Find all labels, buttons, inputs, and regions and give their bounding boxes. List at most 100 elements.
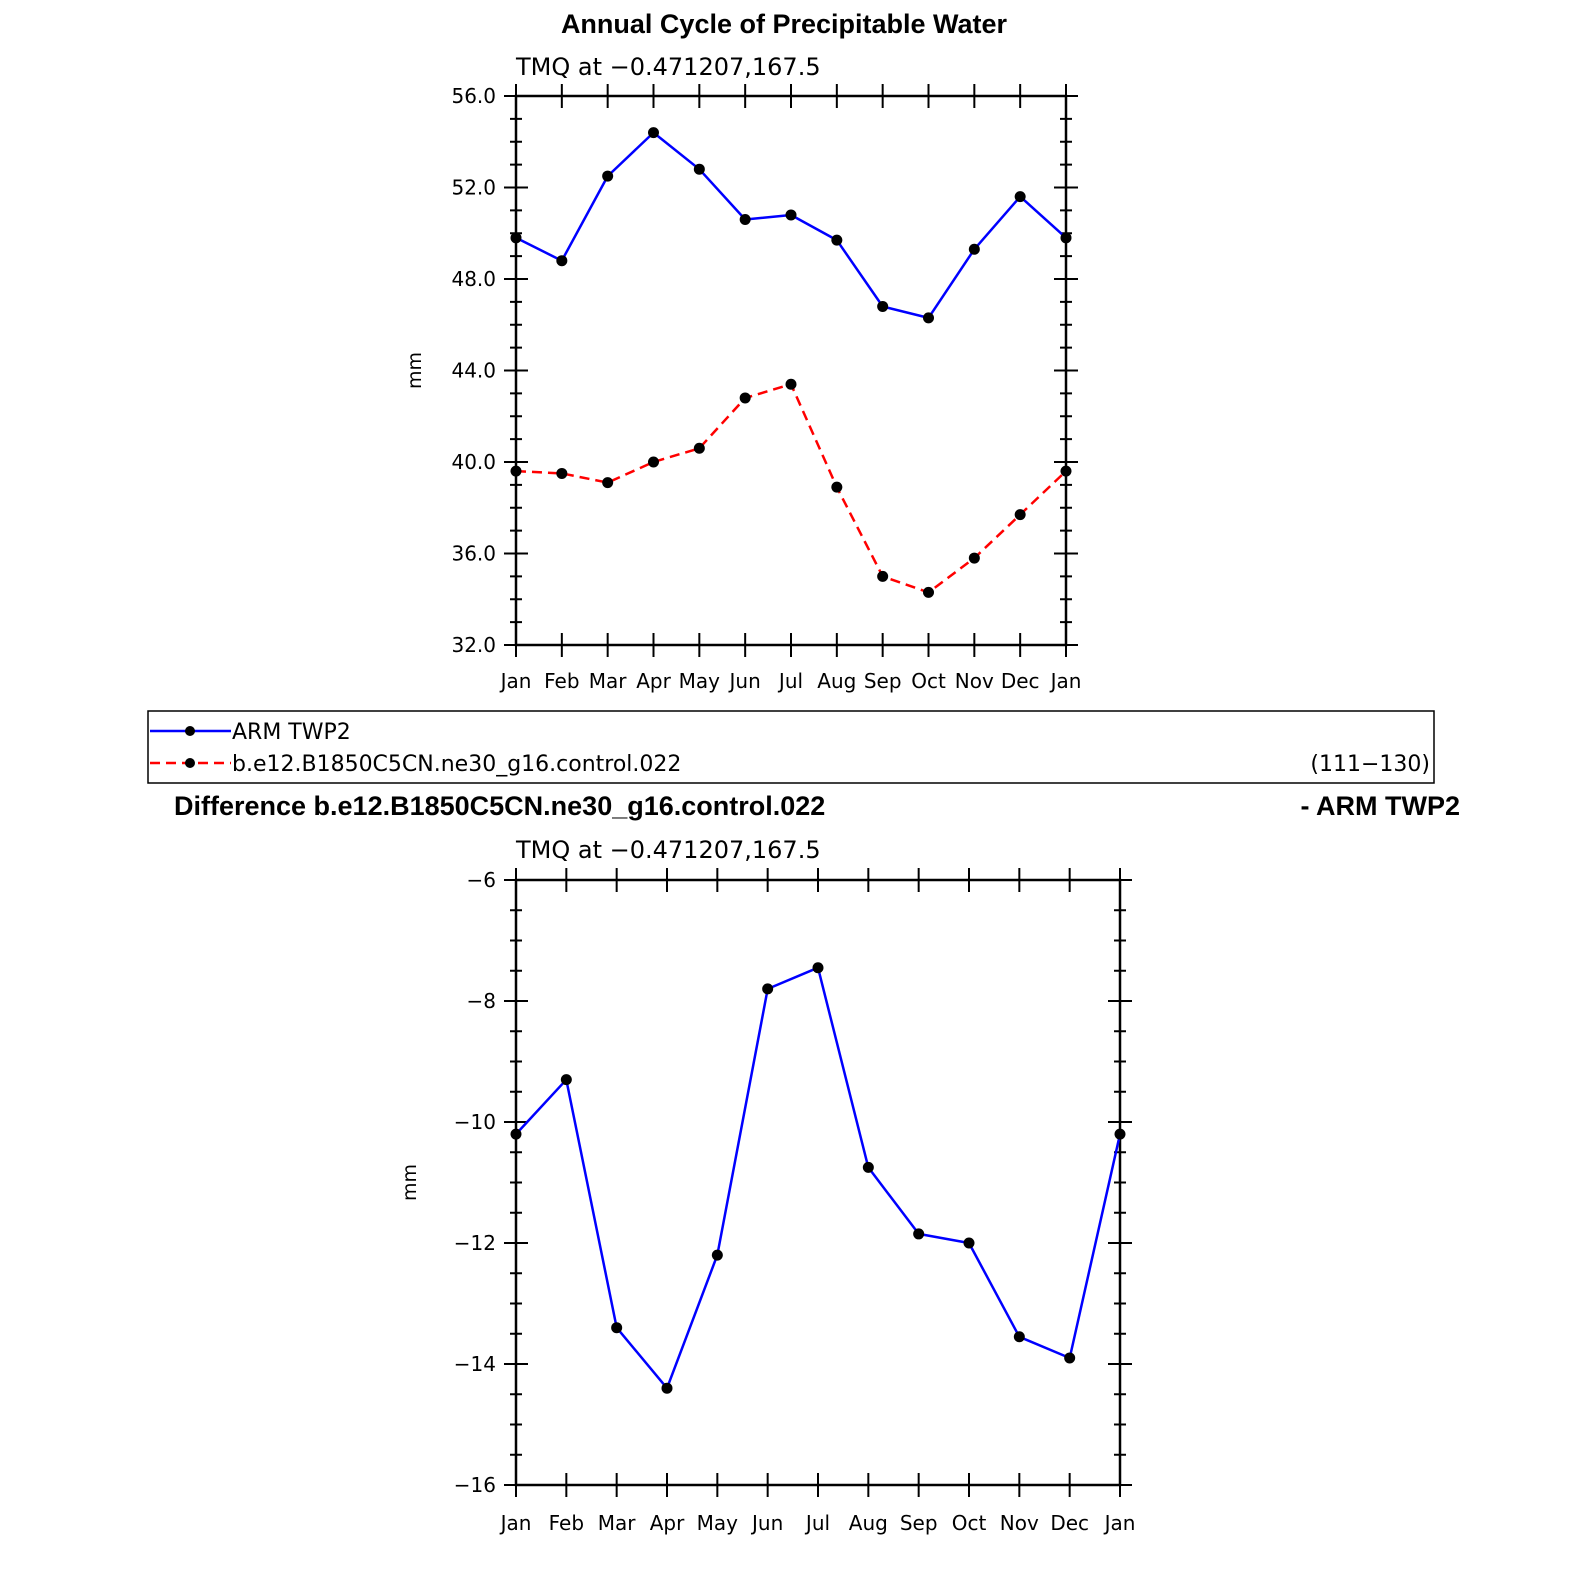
x-tick-label: Jun xyxy=(728,669,761,693)
y-tick-label: 40.0 xyxy=(451,450,496,474)
plot-subtitle: TMQ at −0.471207,167.5 xyxy=(515,836,821,864)
legend-marker-model xyxy=(185,758,195,768)
data-point xyxy=(968,552,980,564)
legend-box xyxy=(147,710,1435,784)
annual-cycle-plot: TMQ at −0.471207,167.5 32.0 36.0 40.0 44.0 48… xyxy=(404,53,1081,693)
x-tick-label: Sep xyxy=(864,669,902,693)
legend-years: (111−130) xyxy=(1310,752,1430,777)
data-point xyxy=(785,209,797,221)
data-point xyxy=(877,570,889,582)
data-point xyxy=(785,378,797,390)
series-line xyxy=(515,382,1067,594)
x-tick-label: Jan xyxy=(1103,1511,1136,1535)
y-tick-label: −6 xyxy=(467,868,496,892)
diff-title-right: - ARM TWP2 xyxy=(1301,791,1460,821)
data-point xyxy=(877,300,889,312)
x-tick-label: Jan xyxy=(499,669,532,693)
x-tick-label: Aug xyxy=(817,669,856,693)
series-1 xyxy=(510,378,1072,598)
data-point xyxy=(739,392,751,404)
data-point xyxy=(762,983,774,995)
data-point xyxy=(648,127,659,139)
y-tick-label: −8 xyxy=(467,989,496,1013)
data-point xyxy=(831,481,843,493)
data-point xyxy=(611,1322,623,1334)
data-point xyxy=(693,442,705,454)
x-tick-label: Dec xyxy=(1001,669,1040,693)
x-tick-label: Apr xyxy=(650,1511,685,1535)
data-point xyxy=(1013,1331,1025,1343)
x-tick-label: May xyxy=(697,1511,739,1535)
x-tick-label: Nov xyxy=(955,669,994,693)
data-point xyxy=(693,163,705,175)
data-point xyxy=(661,1382,673,1394)
data-point xyxy=(923,312,934,324)
y-axis-title: mm xyxy=(399,1164,421,1201)
data-point xyxy=(968,243,980,255)
plot-frame xyxy=(514,94,1068,647)
y-tick-label: −10 xyxy=(454,1110,496,1134)
x-tick-label: Jan xyxy=(1049,669,1082,693)
data-point xyxy=(812,962,824,974)
data-point xyxy=(556,255,568,267)
x-tick-label: Oct xyxy=(952,1511,987,1535)
x-tick-label: Jun xyxy=(750,1511,783,1535)
x-tick-label: May xyxy=(679,669,721,693)
axis-ticks xyxy=(504,868,1132,1497)
data-point xyxy=(831,234,843,246)
data-point xyxy=(648,456,659,468)
data-point xyxy=(560,1074,572,1086)
y-tick-label: −14 xyxy=(454,1352,496,1376)
axis-ticks xyxy=(504,84,1078,657)
x-tick-label: Feb xyxy=(549,1511,584,1535)
y-tick-label: 32.0 xyxy=(451,633,496,657)
data-point xyxy=(963,1237,975,1249)
data-point xyxy=(510,232,522,244)
legend-marker-obs xyxy=(185,726,195,736)
y-tick-label: 56.0 xyxy=(451,84,496,108)
x-tick-label: Apr xyxy=(636,669,671,693)
x-tick-label: Dec xyxy=(1050,1511,1089,1535)
y-tick-label: 52.0 xyxy=(451,176,496,200)
data-point xyxy=(1060,232,1072,244)
y-tick-label: 44.0 xyxy=(451,359,496,383)
y-axis-title: mm xyxy=(404,352,426,389)
x-tick-label: Jul xyxy=(804,1511,830,1535)
data-point xyxy=(1014,509,1026,521)
legend-label-model: b.e12.B1850C5CN.ne30_g16.control.022 xyxy=(232,752,681,777)
series-line xyxy=(515,966,1122,1390)
x-tick-label: Aug xyxy=(849,1511,888,1535)
data-point xyxy=(1014,191,1026,203)
x-tick-label: Jul xyxy=(777,669,803,693)
difference-plot: TMQ at −0.471207,167.5 −16 −14 −12 −10 −8 −6 Ja… xyxy=(399,836,1135,1535)
x-tick-label: Mar xyxy=(589,669,628,693)
plot-subtitle: TMQ at −0.471207,167.5 xyxy=(515,53,821,81)
y-tick-label: −16 xyxy=(454,1473,496,1497)
data-point xyxy=(1064,1352,1076,1364)
data-point xyxy=(923,586,934,598)
data-point xyxy=(862,1161,874,1173)
data-point xyxy=(711,1249,723,1261)
x-tick-label: Jan xyxy=(499,1511,532,1535)
diff-title-left: Difference b.e12.B1850C5CN.ne30_g16.cont… xyxy=(174,791,825,821)
x-tick-label: Feb xyxy=(544,669,579,693)
data-point xyxy=(1060,465,1072,477)
legend-entry-model: b.e12.B1850C5CN.ne30_g16.control.022 xyxy=(150,752,681,777)
y-tick-label: 48.0 xyxy=(451,267,496,291)
data-point xyxy=(913,1228,925,1240)
data-point xyxy=(510,1128,522,1140)
series-0 xyxy=(510,962,1126,1394)
y-tick-label: −12 xyxy=(454,1231,496,1255)
series-line xyxy=(515,131,1067,320)
data-point xyxy=(510,465,522,477)
x-tick-label: Mar xyxy=(598,1511,637,1535)
data-point xyxy=(556,467,568,479)
legend-entry-obs: ARM TWP2 xyxy=(150,720,351,745)
data-point xyxy=(602,477,614,489)
y-tick-label: 36.0 xyxy=(451,542,496,566)
x-tick-label: Nov xyxy=(1000,1511,1039,1535)
x-tick-label: Oct xyxy=(911,669,946,693)
data-point xyxy=(602,170,614,182)
data-point xyxy=(1114,1128,1126,1140)
